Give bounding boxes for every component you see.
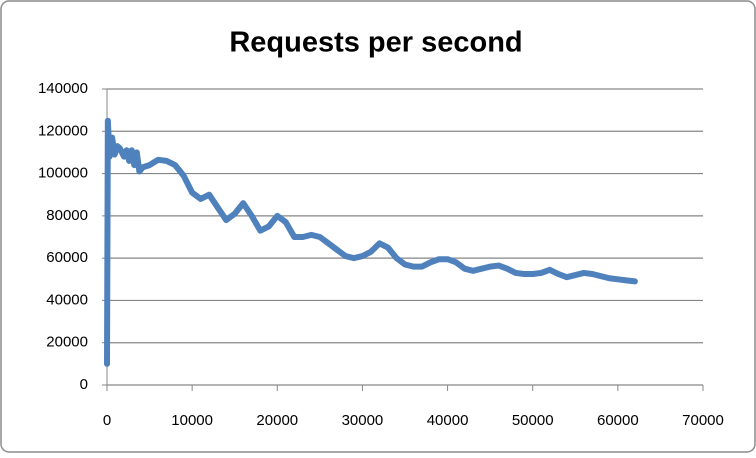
x-tick-label: 0 <box>103 412 111 429</box>
chart-title: Requests per second <box>229 27 522 59</box>
y-tick-label: 140000 <box>38 80 88 97</box>
x-tick-label: 60000 <box>597 412 639 429</box>
y-tick-label: 100000 <box>38 165 88 182</box>
x-tick-label: 20000 <box>256 412 298 429</box>
x-tick-label: 40000 <box>427 412 469 429</box>
y-tick-label: 120000 <box>38 122 88 139</box>
y-tick-label: 0 <box>80 376 88 393</box>
y-tick-label: 80000 <box>46 207 88 224</box>
data-line <box>104 117 638 367</box>
y-tick-label: 40000 <box>46 291 88 308</box>
y-tick-label: 20000 <box>46 334 88 351</box>
y-tick-label: 60000 <box>46 249 88 266</box>
x-tick-label: 70000 <box>682 412 724 429</box>
x-tick-label: 50000 <box>512 412 554 429</box>
x-tick-label: 30000 <box>342 412 384 429</box>
x-tick-label: 10000 <box>171 412 213 429</box>
